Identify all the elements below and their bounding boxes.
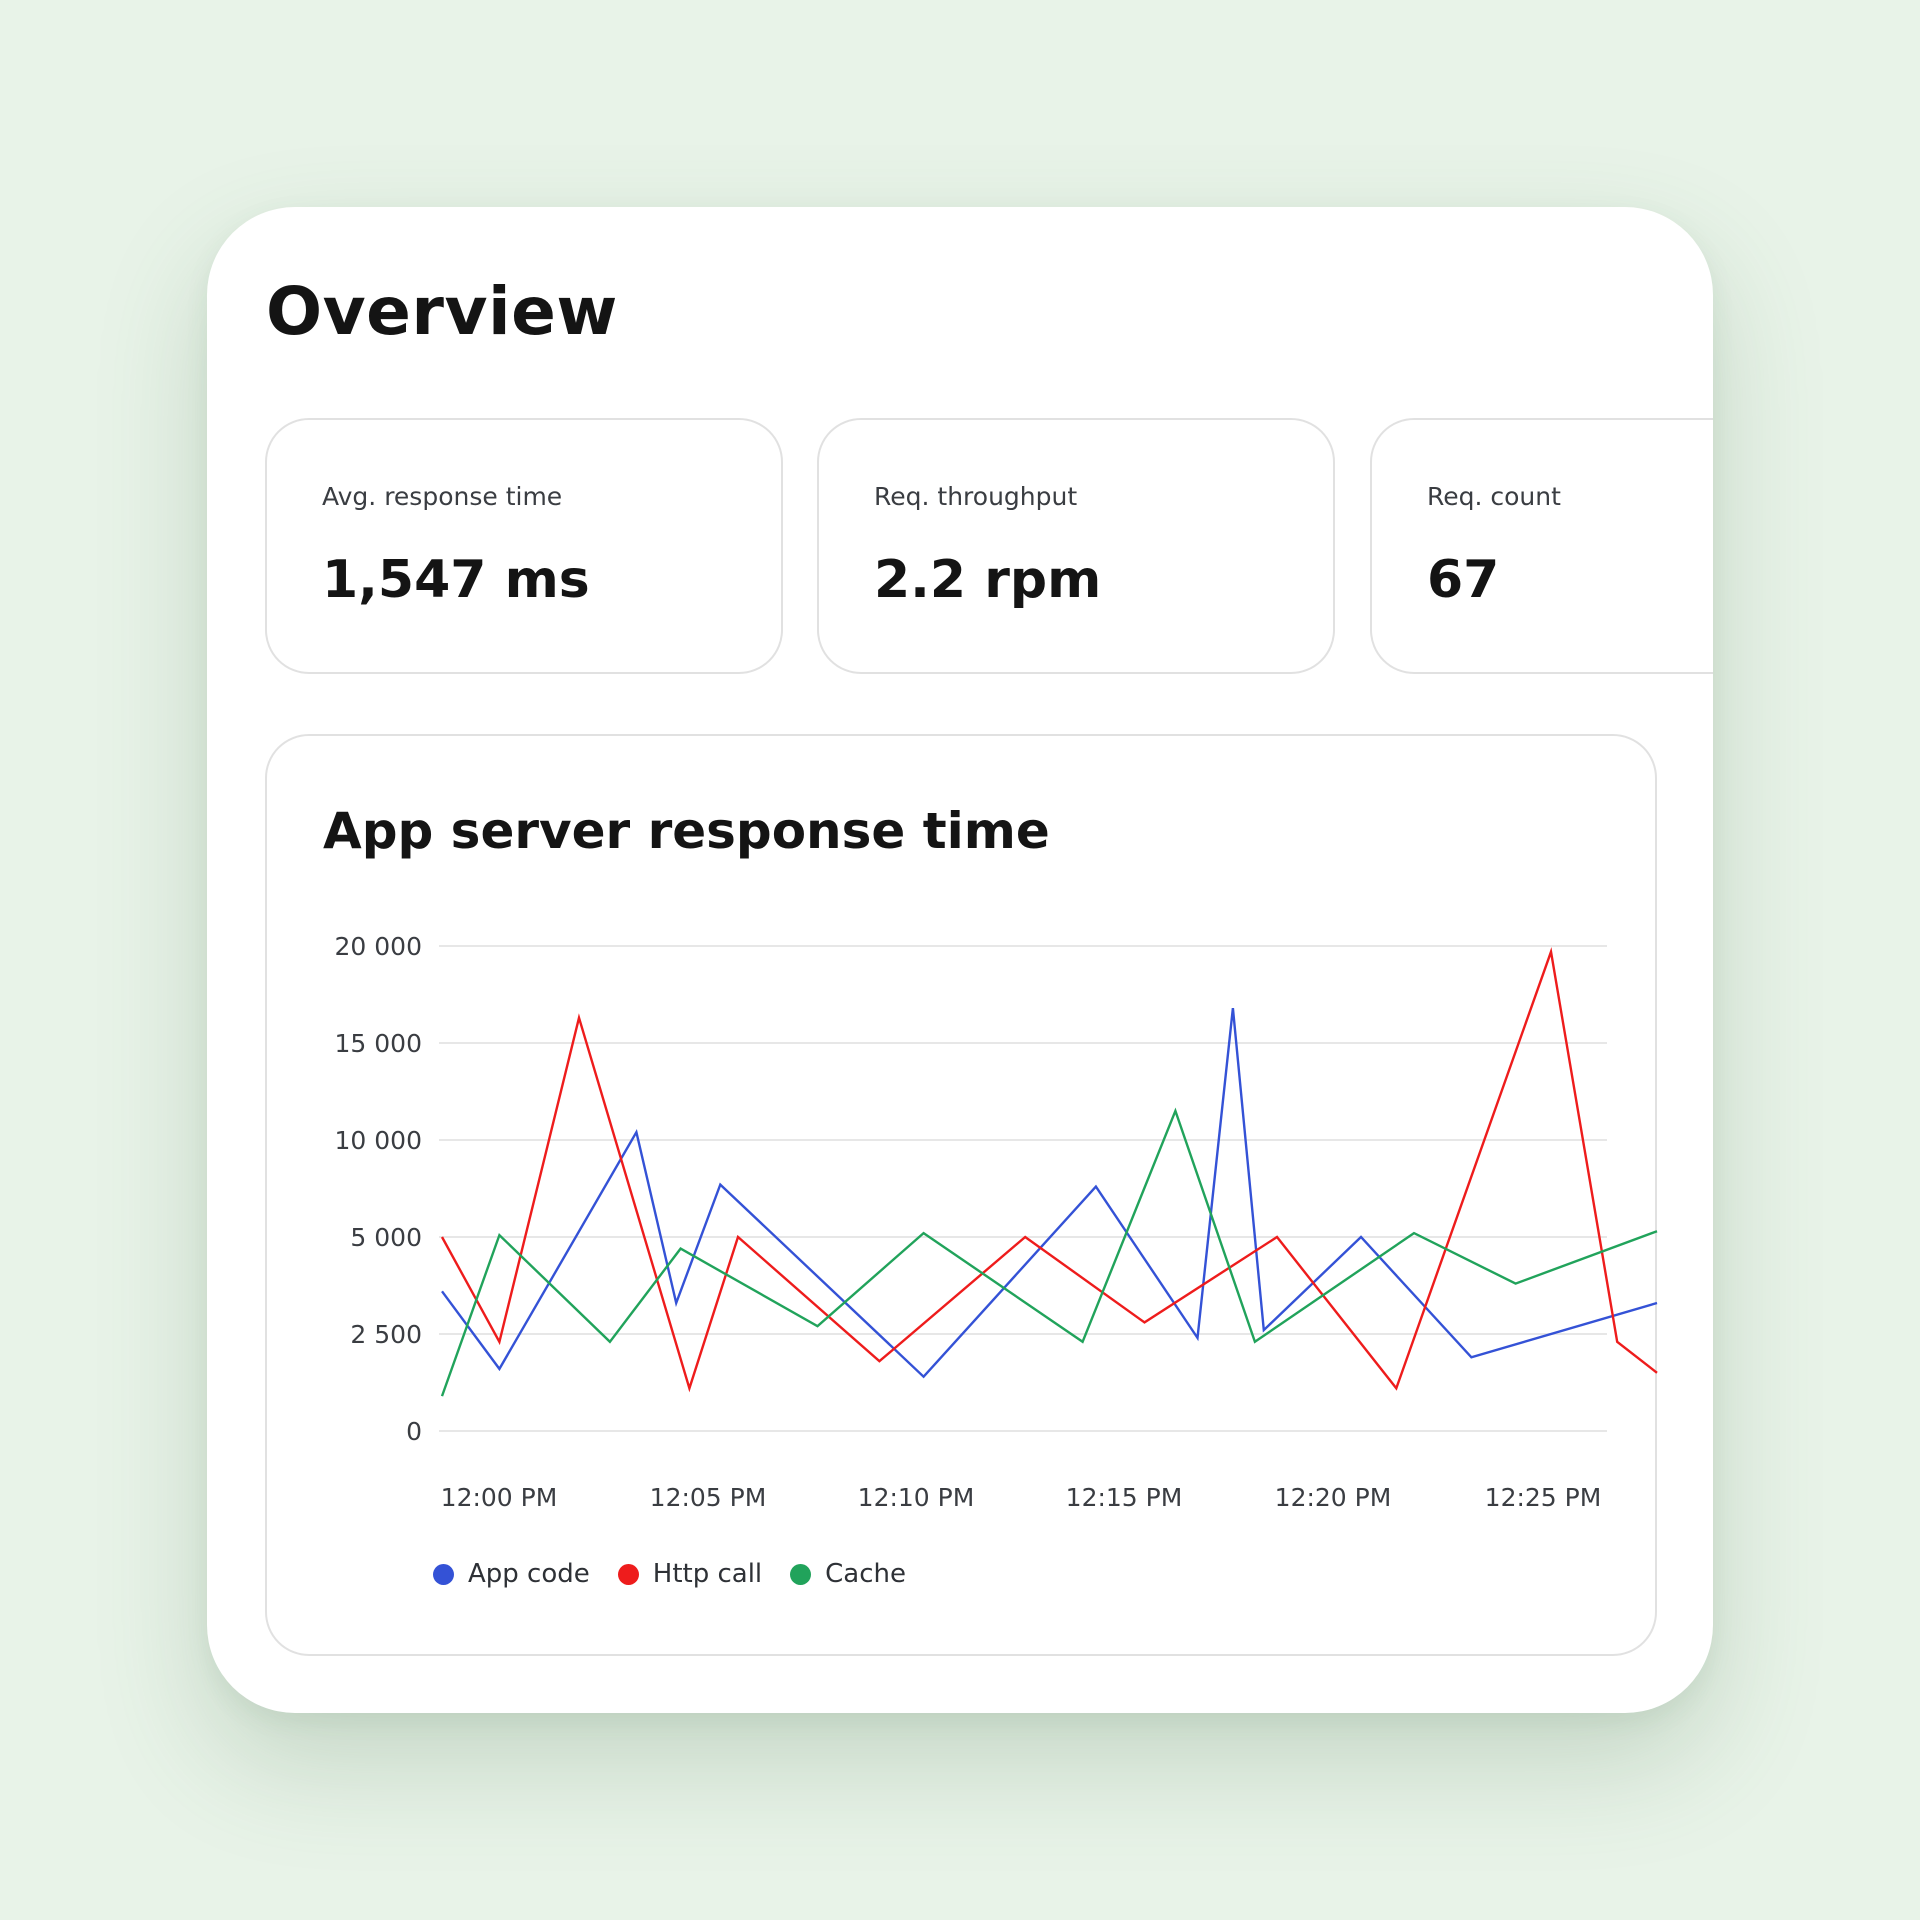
- chart-title: App server response time: [323, 802, 1050, 860]
- x-tick-label: 12:05 PM: [650, 1483, 767, 1512]
- legend-label: App code: [468, 1559, 590, 1589]
- legend-dot-icon: [617, 1563, 639, 1585]
- y-tick-label: 15 000: [335, 1029, 422, 1058]
- legend-item[interactable]: App code: [433, 1559, 590, 1589]
- stat-value: 2.2 rpm: [874, 550, 1102, 610]
- stat-value: 67: [1427, 550, 1500, 610]
- y-tick-label: 5 000: [350, 1223, 422, 1252]
- stat-label: Req. count: [1427, 482, 1561, 511]
- y-tick-label: 2 500: [350, 1320, 422, 1349]
- series-line-cache: [440, 1107, 1658, 1397]
- legend-dot-icon: [790, 1563, 812, 1585]
- series-line-http-call: [440, 947, 1658, 1393]
- x-tick-label: 12:15 PM: [1066, 1483, 1183, 1512]
- legend-dot-icon: [433, 1563, 454, 1585]
- legend-label: Cache: [825, 1559, 907, 1589]
- series-line-app-code: [441, 1007, 1658, 1379]
- legend-item[interactable]: Http call: [617, 1559, 763, 1589]
- x-tick-label: 12:25 PM: [1485, 1483, 1602, 1512]
- x-tick-label: 12:20 PM: [1275, 1483, 1392, 1512]
- stat-label: Avg. response time: [322, 482, 563, 511]
- stat-card-req-throughput[interactable]: Req. throughput 2.2 rpm: [817, 418, 1335, 674]
- stat-card-req-count[interactable]: Req. count 67: [1370, 418, 1713, 674]
- chart-card: App server response time 0 2 500 5 000 10 0…: [265, 734, 1658, 1656]
- y-tick-label: 0: [406, 1417, 422, 1446]
- stat-value: 1,547 ms: [322, 550, 590, 610]
- chart-legend: App code Http call Cache: [433, 1559, 906, 1589]
- x-tick-label: 12:00 PM: [441, 1483, 558, 1512]
- overview-panel: Overview Avg. response time 1,547 ms Req…: [207, 207, 1713, 1713]
- stat-card-avg-response-time[interactable]: Avg. response time 1,547 ms: [265, 418, 783, 674]
- x-tick-label: 12:10 PM: [858, 1483, 975, 1512]
- page-title: Overview: [266, 273, 618, 350]
- stat-label: Req. throughput: [874, 482, 1078, 511]
- y-tick-label: 20 000: [335, 932, 422, 961]
- y-tick-label: 10 000: [335, 1126, 422, 1155]
- legend-item[interactable]: Cache: [790, 1559, 906, 1589]
- response-time-chart: 0 2 500 5 000 10 000 15 000 20 000 12:00 PM 12:…: [335, 932, 1658, 1512]
- legend-label: Http call: [652, 1559, 763, 1589]
